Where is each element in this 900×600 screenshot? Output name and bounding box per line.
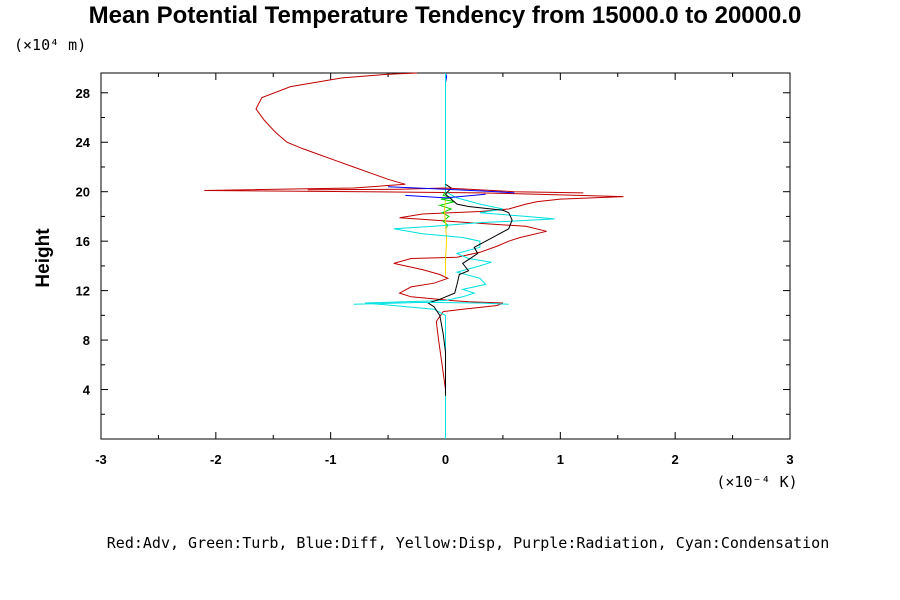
series-spike [353, 301, 509, 305]
x-tick-label: 3 [786, 452, 793, 467]
x-axis-ticks: -3 -2 -1 0 1 2 3 [95, 73, 794, 467]
y-tick-label: 16 [76, 234, 90, 249]
x-tick-label: -1 [325, 452, 337, 467]
y-tick-label: 8 [83, 333, 90, 348]
legend: Red:Adv, Green:Turb, Blue:Diff, Yellow:D… [107, 534, 829, 552]
series-spike [405, 193, 486, 199]
series-spike [388, 186, 515, 194]
x-tick-label: 2 [672, 452, 679, 467]
series-layer [204, 72, 624, 439]
x-tick-label: -3 [95, 452, 107, 467]
y-tick-label: 28 [76, 86, 90, 101]
x-tick-label: -2 [210, 452, 222, 467]
chart-title: Mean Potential Temperature Tendency from… [89, 2, 802, 29]
series-line [204, 72, 624, 390]
series-line [427, 183, 513, 396]
series-spike [307, 187, 584, 194]
series-line [443, 200, 448, 276]
y-scale-label: (×10⁴ m) [14, 36, 86, 54]
x-tick-label: 0 [442, 452, 449, 467]
y-tick-label: 4 [83, 383, 91, 398]
y-axis-ticks: 4 8 12 16 20 24 28 [76, 86, 790, 415]
x-scale-label: (×10⁻⁴ K) [716, 473, 797, 491]
x-tick-label: 1 [557, 452, 564, 467]
y-tick-label: 24 [76, 135, 91, 150]
y-tick-label: 12 [76, 284, 90, 299]
series-line [365, 73, 555, 439]
y-axis-label: Height [33, 228, 54, 288]
y-tick-label: 20 [76, 185, 90, 200]
